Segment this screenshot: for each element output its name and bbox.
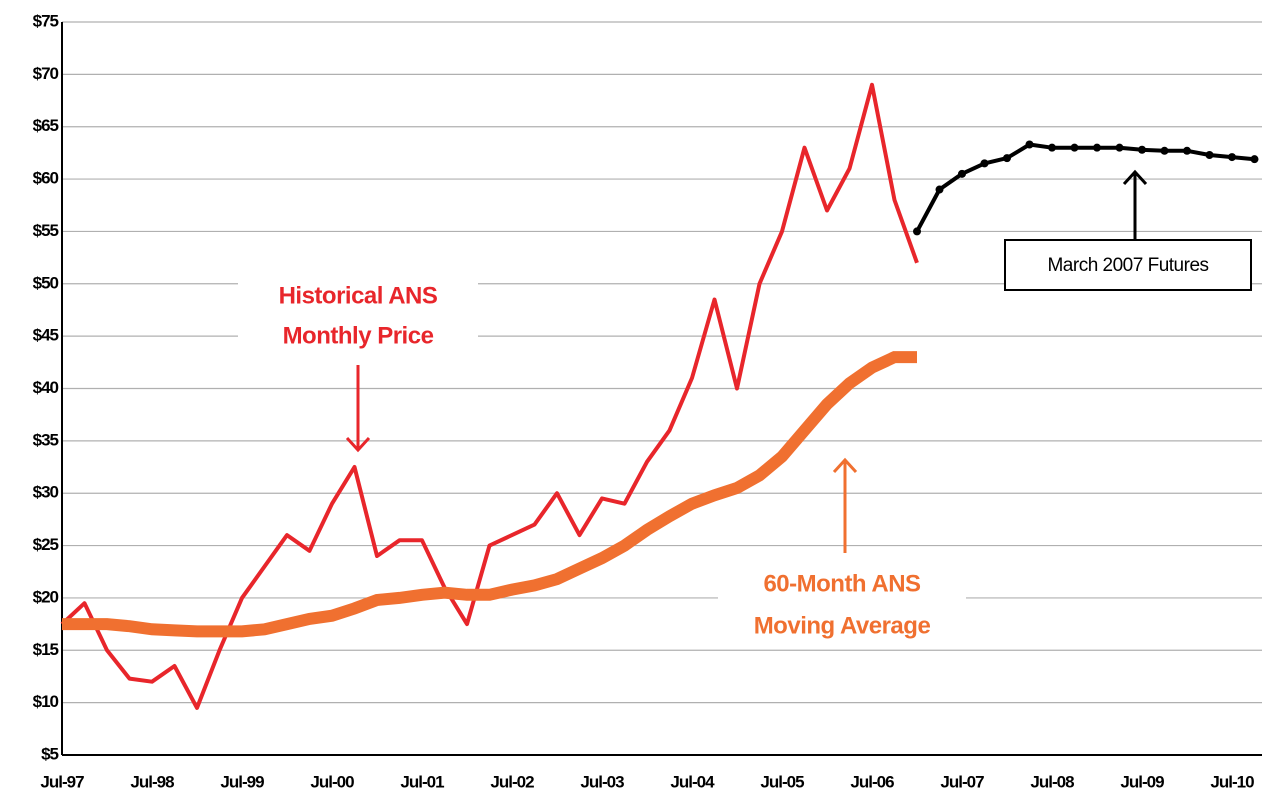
futures-dot (1138, 145, 1146, 154)
futures-dot (980, 159, 989, 168)
futures-dot (1093, 143, 1101, 152)
y-tick-label: $15 (33, 640, 59, 659)
futures-dot (1228, 153, 1236, 162)
futures-dot (1250, 155, 1259, 164)
futures-dot (1025, 140, 1034, 149)
x-tick-label: Jul-98 (130, 772, 174, 791)
series-line (915, 142, 1255, 233)
y-tick-label: $20 (33, 587, 59, 606)
futures-dot (1003, 154, 1011, 163)
x-tick-label: Jul-05 (760, 772, 804, 791)
y-tick-label: $50 (33, 273, 59, 292)
annotation-box (1004, 239, 1252, 291)
x-tick-label: Jul-03 (580, 772, 624, 791)
futures-dot (1183, 146, 1191, 155)
y-tick-label: $45 (33, 326, 59, 345)
x-tick-label: Jul-02 (490, 772, 534, 791)
x-tick-label: Jul-09 (1120, 772, 1164, 791)
annotation-bg (718, 562, 966, 647)
futures-dot (1070, 143, 1079, 152)
futures-dot (1205, 150, 1214, 159)
x-tick-label: Jul-01 (400, 772, 444, 791)
futures-dot (958, 169, 966, 178)
x-tick-label: Jul-06 (850, 772, 894, 791)
x-tick-label: Jul-97 (40, 772, 84, 791)
series-line (62, 351, 917, 638)
futures-dot (1160, 146, 1169, 155)
x-tick-label: Jul-08 (1030, 772, 1074, 791)
y-tick-label: $65 (33, 116, 59, 135)
annotation: Historical ANS (279, 282, 438, 309)
futures-dot (1115, 143, 1124, 152)
y-tick-label: $40 (33, 378, 59, 397)
annotation-bg (238, 275, 478, 355)
y-tick-label: $75 (33, 11, 59, 30)
futures-dot (913, 227, 921, 236)
annotation: 60-Month ANS (763, 570, 921, 597)
x-tick-label: Jul-07 (940, 772, 984, 791)
y-tick-label: $70 (33, 64, 59, 83)
arrow-head (832, 457, 858, 474)
annotation: March 2007 Futures (1047, 255, 1208, 276)
x-tick-label: Jul-99 (220, 772, 264, 791)
y-tick-label: $60 (33, 169, 59, 188)
annotation: Moving Average (754, 612, 931, 639)
y-tick-label: $30 (33, 483, 59, 502)
arrow-head (1122, 169, 1148, 186)
series-line (60, 82, 919, 710)
y-tick-label: $5 (41, 744, 58, 763)
x-tick-label: Jul-04 (670, 772, 715, 791)
y-tick-label: $25 (33, 535, 59, 554)
annotation: Monthly Price (283, 322, 434, 349)
futures-dot (1048, 143, 1056, 152)
x-tick-label: Jul-00 (310, 772, 354, 791)
y-tick-label: $35 (33, 430, 59, 449)
arrow-head (345, 436, 371, 453)
y-tick-label: $10 (33, 692, 59, 711)
x-tick-label: Jul-10 (1210, 772, 1254, 791)
futures-dot (935, 185, 944, 194)
y-tick-label: $55 (33, 221, 59, 240)
